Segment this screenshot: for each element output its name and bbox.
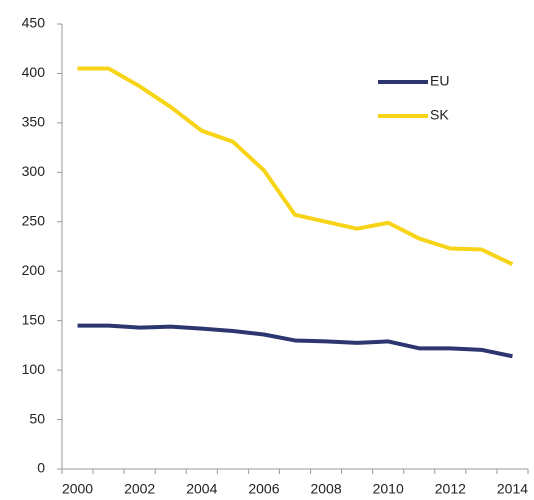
y-tick-label: 150 — [22, 311, 46, 327]
y-tick-label: 300 — [22, 163, 46, 179]
y-tick-label: 50 — [29, 410, 45, 426]
y-tick-label: 200 — [22, 262, 46, 278]
x-tick-label: 2010 — [373, 481, 404, 497]
x-tick-label: 2002 — [124, 481, 155, 497]
x-tick-label: 2014 — [497, 481, 528, 497]
x-tick-label: 2000 — [62, 481, 93, 497]
legend-label: SK — [430, 107, 449, 123]
y-tick-label: 450 — [22, 15, 46, 31]
y-tick-label: 0 — [37, 460, 45, 476]
y-tick-label: 350 — [22, 114, 46, 130]
x-tick-label: 2004 — [186, 481, 217, 497]
y-tick-label: 250 — [22, 212, 46, 228]
y-tick-label: 400 — [22, 64, 46, 80]
legend-label: EU — [430, 73, 449, 89]
x-tick-label: 2008 — [310, 481, 341, 497]
line — [77, 323, 513, 359]
x-tick-label: 2006 — [248, 481, 279, 497]
y-tick-label: 100 — [22, 361, 46, 377]
x-tick-label: 2012 — [435, 481, 466, 497]
line — [77, 66, 514, 267]
